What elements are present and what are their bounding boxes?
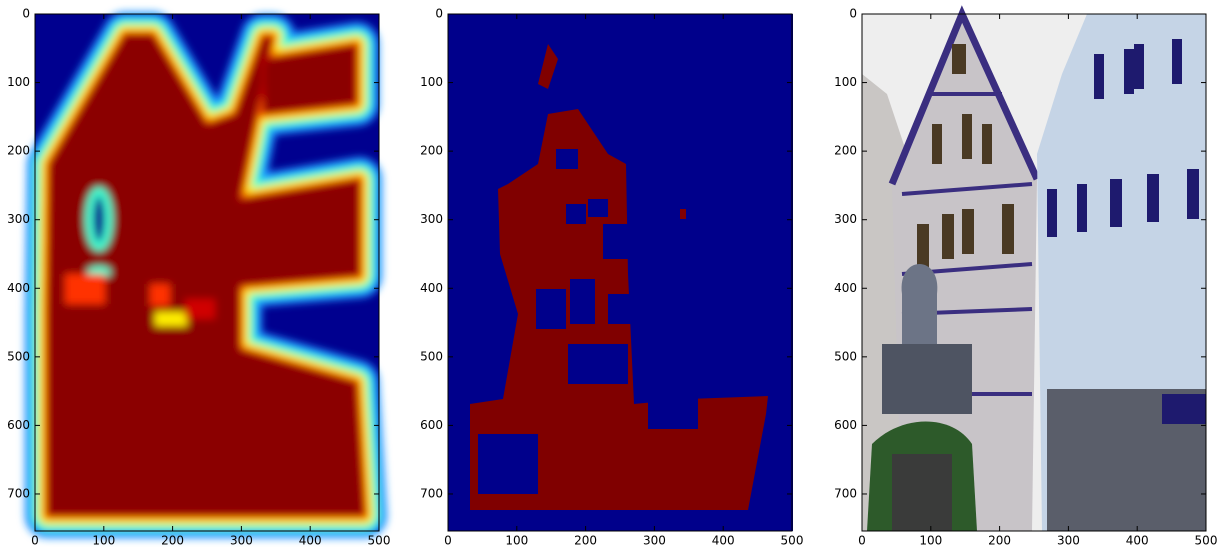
x-tick-label: 0 xyxy=(31,534,39,547)
y-tick-label: 200 xyxy=(834,144,857,158)
y-tick-label: 300 xyxy=(7,212,30,226)
page: {"chart_data": [ {"type": "image", "xlim… xyxy=(0,0,1220,547)
y-tick-label: 700 xyxy=(420,486,443,500)
y-tick-label: 200 xyxy=(7,144,30,158)
x-tick-label: 300 xyxy=(643,534,666,547)
x-tick-label: 500 xyxy=(1195,534,1218,547)
y-tick-label: 700 xyxy=(834,486,857,500)
y-tick-label: 700 xyxy=(7,486,30,500)
x-tick-label: 200 xyxy=(988,534,1011,547)
y-tick-label: 0 xyxy=(849,7,857,21)
x-tick-label: 200 xyxy=(161,534,184,547)
photo-image xyxy=(862,14,1206,531)
x-tick-label: 500 xyxy=(368,534,391,547)
x-tick-label: 100 xyxy=(919,534,942,547)
heatmap-image xyxy=(35,14,379,531)
y-tick-label: 400 xyxy=(834,281,857,295)
y-tick-label: 600 xyxy=(7,418,30,432)
x-tick-label: 300 xyxy=(230,534,253,547)
y-tick-label: 300 xyxy=(834,212,857,226)
x-tick-label: 500 xyxy=(781,534,804,547)
x-tick-label: 400 xyxy=(1126,534,1149,547)
y-tick-label: 300 xyxy=(420,212,443,226)
y-tick-label: 600 xyxy=(834,418,857,432)
y-tick-label: 500 xyxy=(834,349,857,363)
x-tick-label: 0 xyxy=(858,534,866,547)
mask-image xyxy=(448,14,793,531)
y-tick-label: 500 xyxy=(7,349,30,363)
y-tick-label: 100 xyxy=(7,75,30,89)
x-tick-label: 200 xyxy=(574,534,597,547)
x-tick-label: 100 xyxy=(505,534,528,547)
y-tick-label: 600 xyxy=(420,418,443,432)
x-tick-label: 400 xyxy=(712,534,735,547)
x-tick-label: 300 xyxy=(1057,534,1080,547)
y-tick-label: 400 xyxy=(7,281,30,295)
x-tick-label: 400 xyxy=(299,534,322,547)
y-tick-label: 0 xyxy=(435,7,443,21)
x-tick-label: 100 xyxy=(92,534,115,547)
y-tick-label: 100 xyxy=(834,75,857,89)
figure: 0 100 200 300 400 500 0 100 200 300 400 500 600 700 0 1… xyxy=(0,0,1220,547)
y-tick-label: 400 xyxy=(420,281,443,295)
y-tick-label: 200 xyxy=(420,144,443,158)
x-tick-label: 0 xyxy=(444,534,452,547)
y-tick-label: 100 xyxy=(420,75,443,89)
y-tick-label: 0 xyxy=(22,7,30,21)
y-tick-label: 500 xyxy=(420,349,443,363)
